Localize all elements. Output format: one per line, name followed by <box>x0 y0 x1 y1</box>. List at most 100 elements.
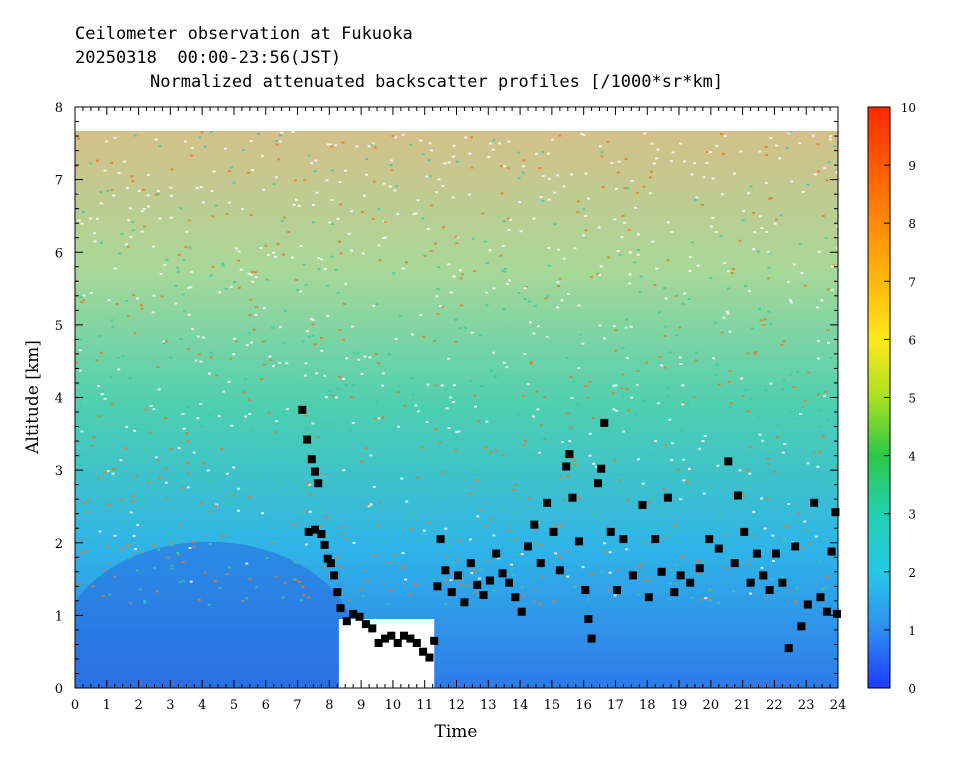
cloud-base-marker <box>740 527 749 536</box>
x-tick-label: 7 <box>293 698 301 713</box>
cloud-base-marker <box>752 549 761 558</box>
cloud-base-marker <box>430 636 439 645</box>
x-tick-label: 15 <box>544 698 561 713</box>
cloud-base-marker <box>772 549 780 558</box>
cloud-base-marker <box>441 566 450 575</box>
cloud-base-marker <box>436 535 445 544</box>
cloud-base-marker <box>746 578 755 587</box>
x-axis: 0 1 2 3 4 5 6 7 8 9 10 11 12 13 14 15 16 17 18 19 20 21 22 23 24 <box>71 107 846 713</box>
cloud-base-marker <box>342 617 351 626</box>
cloud-base-marker <box>304 527 313 536</box>
cloud-base-marker <box>317 530 326 538</box>
y-tick-label: 0 <box>55 682 63 697</box>
cloud-base-marker <box>381 634 389 643</box>
colorbar-tick-label: 8 <box>908 217 916 231</box>
colorbar-tick-label: 5 <box>908 392 916 406</box>
y-tick-label: 6 <box>55 246 63 261</box>
cloud-base-marker <box>714 544 723 553</box>
cloud-base-marker <box>724 457 733 466</box>
cloud-base-marker <box>492 549 501 558</box>
cloud-base-marker <box>536 559 545 568</box>
cloud-base-marker <box>524 542 532 551</box>
cloud-base-marker <box>565 450 574 459</box>
cloud-base-marker <box>657 567 666 576</box>
x-tick-label: 19 <box>671 698 688 713</box>
cloud-base-marker <box>613 586 621 594</box>
cloud-base-marker <box>511 593 520 602</box>
cloud-base-marker <box>574 537 583 546</box>
y-tick-label: 2 <box>55 537 63 552</box>
cloud-base-marker <box>303 435 312 444</box>
cloud-base-marker <box>597 464 606 473</box>
cloud-base-marker <box>587 634 596 643</box>
chart-title-station: Ceilometer observation at Fukuoka <box>75 24 413 44</box>
cloud-base-marker <box>349 609 358 618</box>
cloud-base-marker <box>562 462 571 471</box>
colorbar-tick-label: 9 <box>908 159 916 173</box>
cloud-base-marker <box>822 607 831 616</box>
cloud-base-marker <box>606 527 615 536</box>
y-tick-label: 8 <box>55 101 63 116</box>
cloud-base-marker <box>333 588 342 597</box>
x-tick-label: 23 <box>798 698 815 713</box>
x-tick-label: 22 <box>766 698 783 713</box>
cloud-base-marker <box>778 578 787 587</box>
cloud-base-marker <box>833 609 841 618</box>
cloud-base-marker <box>827 547 836 556</box>
x-tick-label: 21 <box>734 698 751 713</box>
y-tick-label: 3 <box>55 464 63 479</box>
cloud-base-marker <box>791 542 800 551</box>
cloud-base-marker <box>594 479 602 488</box>
cloud-base-marker <box>638 501 647 509</box>
cloud-base-markers <box>298 405 841 662</box>
cloud-base-marker <box>412 639 421 647</box>
x-tick-label: 18 <box>639 698 656 713</box>
cloud-base-marker <box>326 559 335 568</box>
colorbar-tick-label: 2 <box>908 566 916 580</box>
x-tick-label: 4 <box>198 698 206 713</box>
x-tick-label: 8 <box>325 698 333 713</box>
y-tick-label: 7 <box>55 174 63 189</box>
cloud-base-marker <box>759 571 768 580</box>
x-tick-label: 5 <box>230 698 238 713</box>
cloud-base-marker <box>695 564 704 573</box>
cloud-base-marker <box>311 467 319 476</box>
x-tick-label: 20 <box>703 698 720 713</box>
colorbar-tick-label: 6 <box>908 333 916 347</box>
cloud-base-marker <box>543 498 552 507</box>
cloud-base-marker <box>644 593 653 602</box>
y-tick-label: 1 <box>55 609 63 624</box>
cloud-base-marker <box>765 586 774 594</box>
cloud-base-marker <box>619 535 628 544</box>
cloud-base-marker <box>584 615 593 623</box>
cloud-base-marker <box>355 612 364 621</box>
chart-title-date: 20250318 00:00-23:56(JST) <box>75 48 342 68</box>
x-tick-label: 12 <box>448 698 465 713</box>
colorbar-tick-label: 7 <box>908 275 916 289</box>
cloud-base-marker <box>555 566 564 575</box>
x-tick-label: 14 <box>512 698 529 713</box>
colorbar-axis: 0 1 2 3 4 5 6 7 8 9 10 <box>884 101 916 696</box>
x-tick-label: 0 <box>71 698 79 713</box>
cloud-base-marker <box>454 571 463 580</box>
x-tick-label: 1 <box>103 698 111 713</box>
low-level-aerosol-layer <box>75 541 359 688</box>
cloud-base-marker <box>393 639 402 647</box>
x-tick-label: 11 <box>416 698 433 713</box>
cloud-base-marker <box>730 559 739 568</box>
cloud-base-marker <box>670 588 679 597</box>
cloud-base-marker <box>400 631 408 640</box>
x-tick-label: 24 <box>830 698 847 713</box>
cloud-base-marker <box>307 455 316 464</box>
x-tick-label: 13 <box>480 698 497 713</box>
x-tick-label: 9 <box>357 698 365 713</box>
cloud-base-marker <box>460 598 469 607</box>
cloud-base-marker <box>663 493 672 502</box>
cloud-base-marker <box>479 591 488 599</box>
backscatter-heatmap <box>75 130 838 688</box>
x-tick-label: 10 <box>385 698 402 713</box>
cloud-base-marker <box>797 622 806 631</box>
chart-title-quantity: Normalized attenuated backscatter profil… <box>150 72 724 92</box>
cloud-base-marker <box>314 479 323 488</box>
cloud-base-marker <box>336 604 345 613</box>
